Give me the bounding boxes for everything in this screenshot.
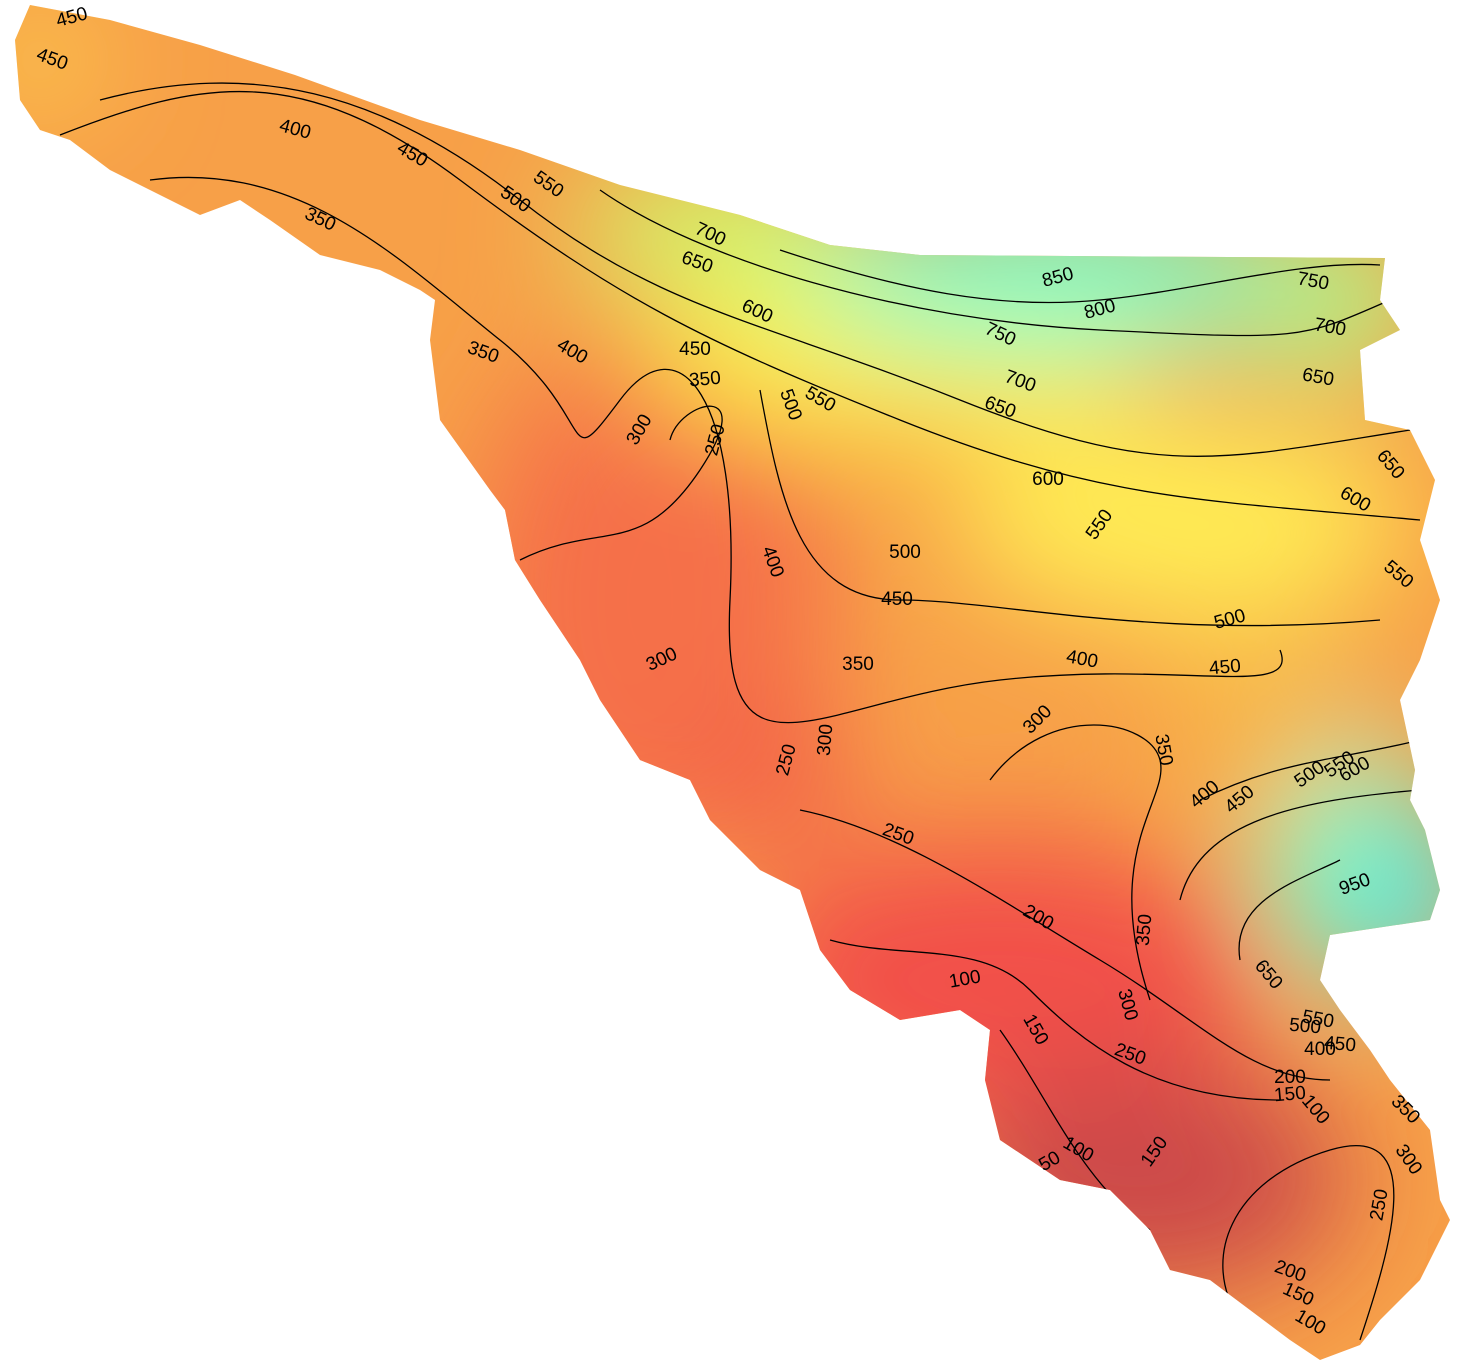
- contour-label: 350: [688, 368, 721, 392]
- contour-label: 450: [1323, 1033, 1356, 1057]
- contour-label: 500: [1288, 1015, 1321, 1039]
- contour-label: 350: [1133, 913, 1157, 946]
- contour-label: 150: [1273, 1083, 1306, 1107]
- contour-label: 450: [1208, 656, 1241, 680]
- contour-label: 600: [1032, 469, 1064, 490]
- contour-lines: [59, 82, 1421, 1341]
- contour-label: 500: [889, 542, 921, 563]
- contour-label: 300: [814, 723, 838, 756]
- contour-label: 400: [1304, 1039, 1336, 1060]
- contour-label: 450: [679, 339, 711, 360]
- contour-label: 350: [842, 654, 874, 675]
- contour-label: 450: [881, 589, 913, 610]
- contour-label: 200: [1274, 1067, 1306, 1088]
